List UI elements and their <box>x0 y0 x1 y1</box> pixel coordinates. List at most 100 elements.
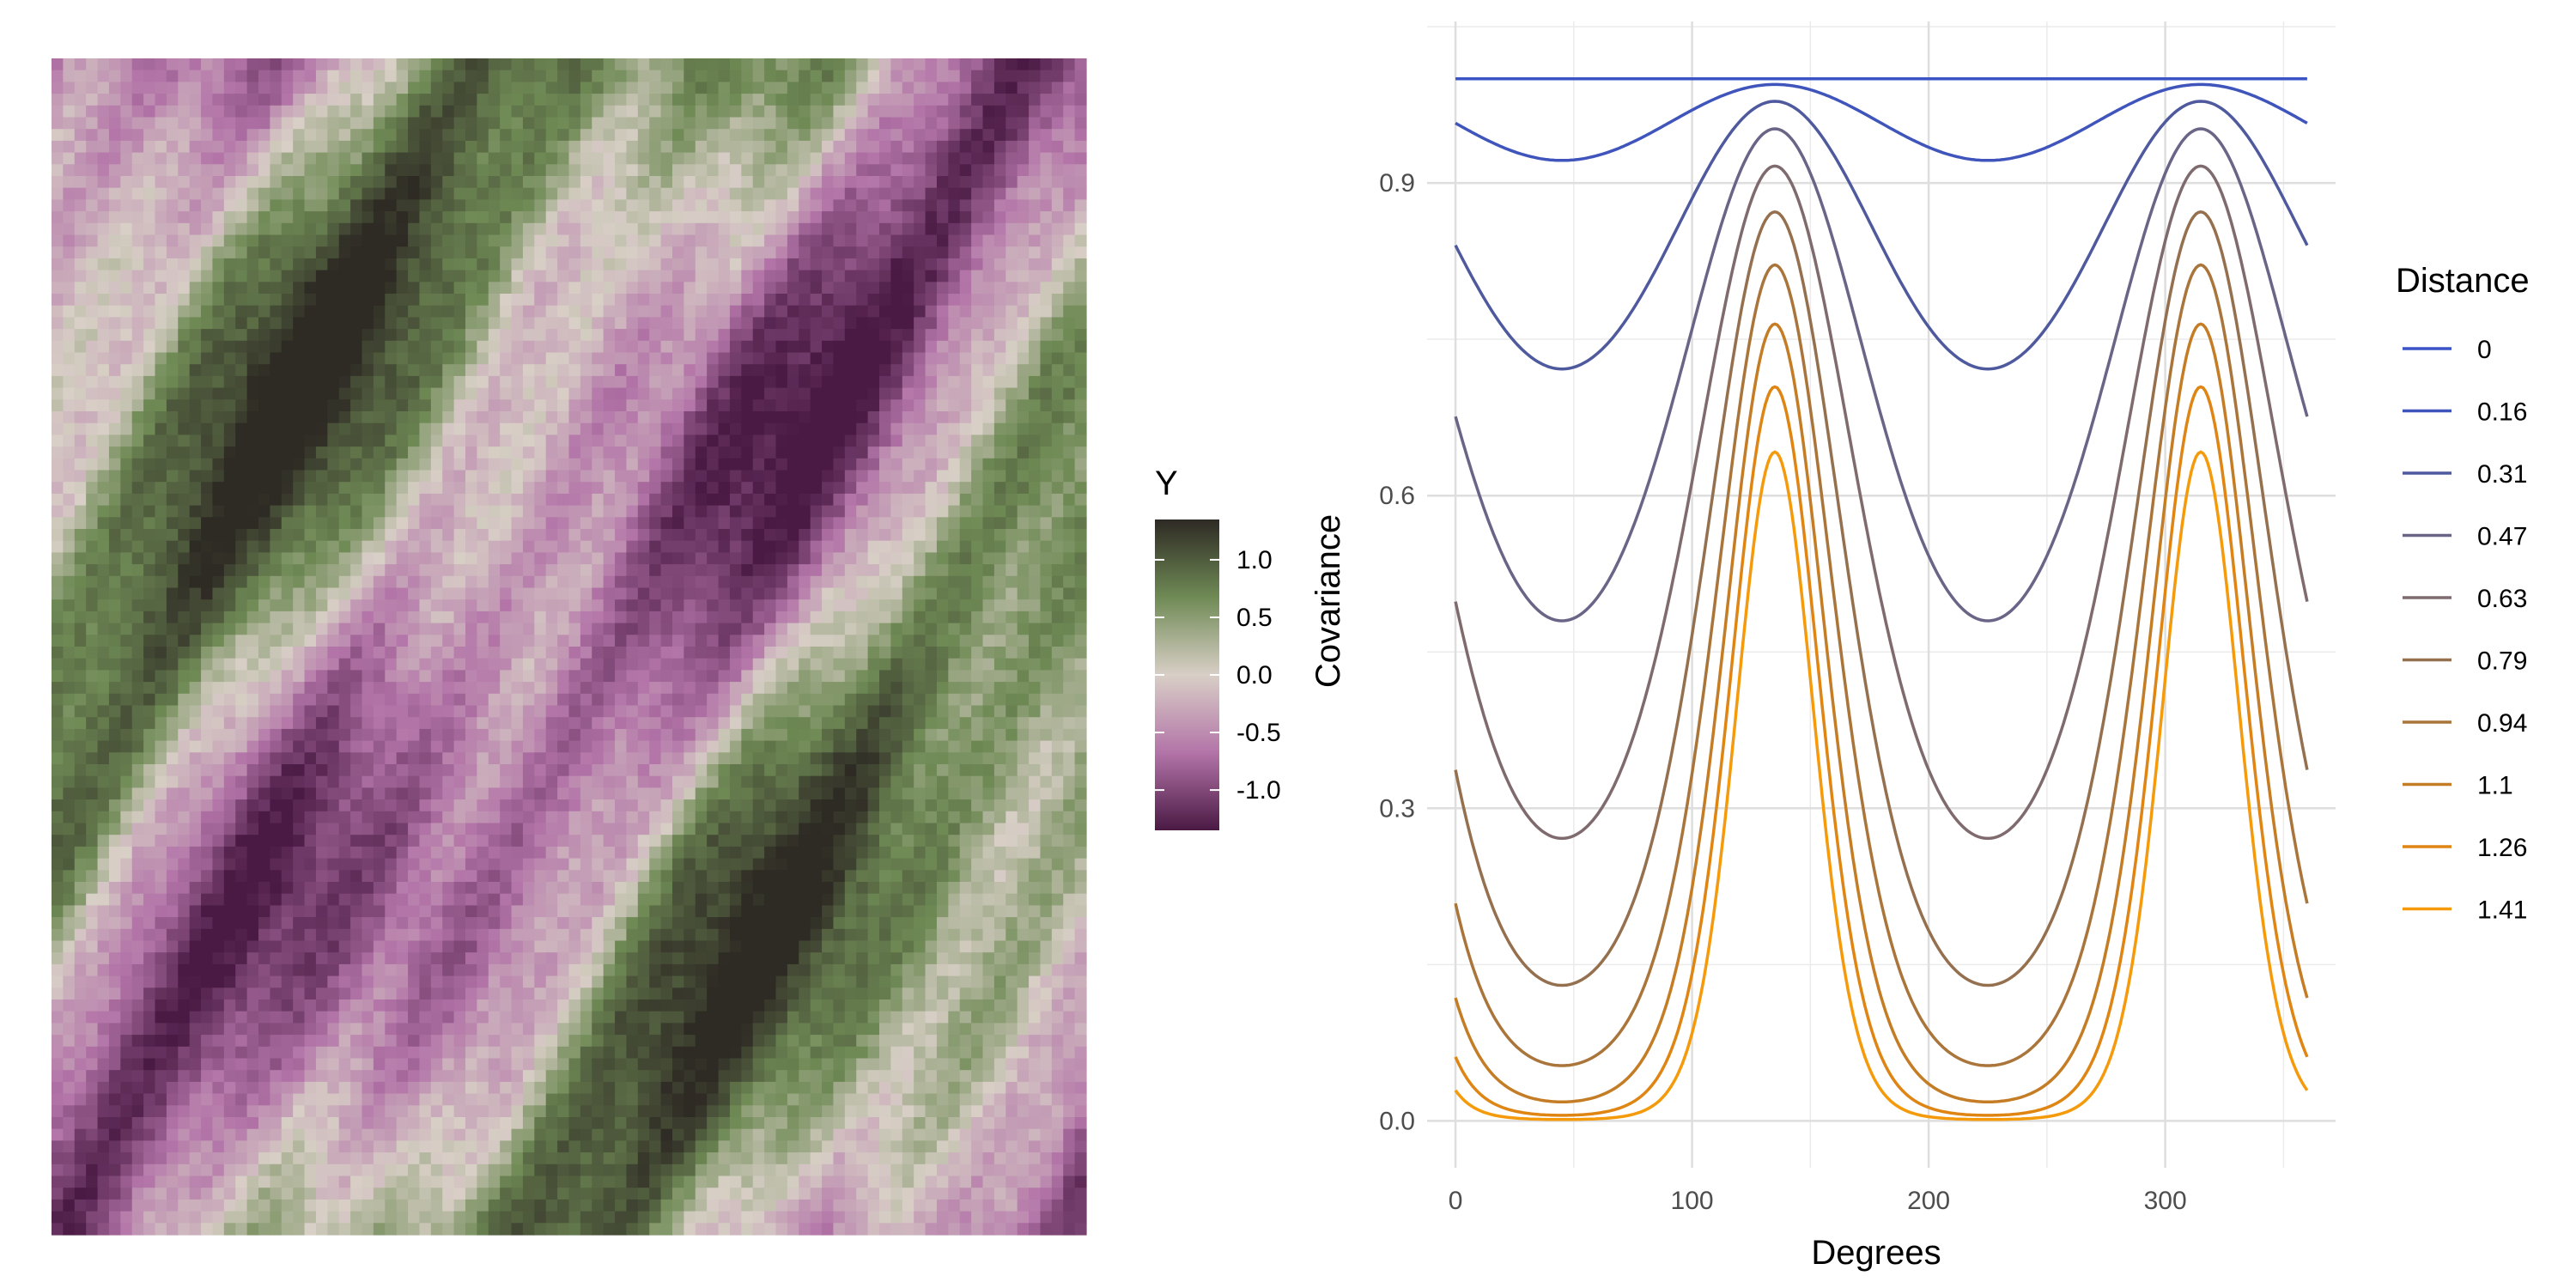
heatmap-cell <box>660 364 673 377</box>
heatmap-cell <box>500 82 513 94</box>
heatmap-cell <box>534 434 547 447</box>
heatmap-cell <box>189 246 202 259</box>
heatmap-cell <box>453 176 466 189</box>
heatmap-cell <box>201 422 214 435</box>
heatmap-cell <box>707 611 720 624</box>
heatmap-cell <box>787 470 799 483</box>
heatmap-cell <box>1017 222 1030 236</box>
heatmap-cell <box>270 129 283 142</box>
heatmap-cell <box>1040 105 1053 118</box>
heatmap-cell <box>914 246 927 259</box>
heatmap-cell <box>385 129 398 142</box>
heatmap-cell <box>534 647 547 659</box>
heatmap-cell <box>178 705 191 718</box>
heatmap-cell <box>212 658 225 671</box>
heatmap-cell <box>925 246 938 259</box>
heatmap-cell <box>166 258 179 271</box>
heatmap-cell <box>522 105 535 118</box>
heatmap-cell <box>959 470 972 483</box>
heatmap-cell <box>683 529 696 542</box>
heatmap-cell <box>1005 317 1018 330</box>
heatmap-cell <box>948 682 961 695</box>
heatmap-cell <box>304 105 317 118</box>
heatmap-cell <box>879 587 891 600</box>
heatmap-cell <box>304 623 317 635</box>
heatmap-cell <box>1017 670 1030 683</box>
heatmap-cell <box>660 246 673 259</box>
heatmap-cell <box>1051 434 1064 447</box>
heatmap-cell <box>568 329 581 342</box>
heatmap-cell <box>52 176 64 189</box>
heatmap-cell <box>419 258 432 271</box>
heatmap-cell <box>1029 587 1042 600</box>
heatmap-cell <box>1005 599 1018 612</box>
heatmap-cell <box>890 82 903 94</box>
heatmap-cell <box>752 458 765 471</box>
heatmap-cell <box>729 176 742 189</box>
heatmap-cell <box>890 670 903 683</box>
heatmap-cell <box>86 340 99 354</box>
heatmap-cell <box>235 635 248 647</box>
heatmap-cell <box>626 187 639 200</box>
heatmap-cell <box>982 329 995 342</box>
heatmap-cell <box>729 364 742 377</box>
heatmap-cell <box>511 246 524 259</box>
heatmap-cell <box>936 364 949 377</box>
heatmap-cell <box>212 482 225 495</box>
heatmap-cell <box>212 187 225 200</box>
heatmap-cell <box>545 387 558 400</box>
heatmap-cell <box>902 70 914 82</box>
heatmap-cell <box>890 529 903 542</box>
heatmap-cell <box>557 82 570 94</box>
heatmap-cell <box>971 599 984 612</box>
heatmap-cell <box>844 375 857 389</box>
heatmap-cell <box>155 647 167 659</box>
heatmap-cell <box>971 187 984 200</box>
heatmap-cell <box>315 599 328 612</box>
heatmap-cell <box>396 540 409 553</box>
heatmap-cell <box>361 129 374 142</box>
heatmap-cell <box>373 482 386 495</box>
heatmap-cell <box>385 458 398 471</box>
heatmap-cell <box>799 364 811 377</box>
heatmap-cell <box>959 258 972 271</box>
heatmap-cell <box>385 234 398 247</box>
heatmap-cell <box>615 176 628 189</box>
heatmap-cell <box>270 693 283 707</box>
heatmap-cell <box>902 222 914 236</box>
heatmap-cell <box>660 294 673 307</box>
heatmap-cell <box>212 693 225 707</box>
heatmap-cell <box>477 399 489 412</box>
heatmap-cell <box>235 470 248 483</box>
heatmap-cell <box>764 529 777 542</box>
heatmap-cell <box>178 82 191 94</box>
heatmap-cell <box>592 670 605 683</box>
heatmap-cell <box>465 246 477 259</box>
heatmap-cell <box>1051 129 1064 142</box>
heatmap-cell <box>465 329 477 342</box>
heatmap-cell <box>568 529 581 542</box>
heatmap-cell <box>764 82 777 94</box>
heatmap-cell <box>143 635 156 647</box>
heatmap-cell <box>925 411 938 424</box>
heatmap-cell <box>545 647 558 659</box>
heatmap-cell <box>131 270 144 283</box>
heatmap-cell <box>1029 375 1042 389</box>
heatmap-cell <box>718 599 731 612</box>
heatmap-cell <box>982 505 995 518</box>
heatmap-cell <box>993 422 1006 435</box>
heatmap-cell <box>752 305 765 318</box>
heatmap-cell <box>120 258 133 271</box>
heatmap-cell <box>212 635 225 647</box>
heatmap-cell <box>637 234 650 247</box>
heatmap-cell <box>603 552 616 565</box>
heatmap-cell <box>822 482 835 495</box>
heatmap-cell <box>235 434 248 447</box>
heatmap-cell <box>833 176 846 189</box>
heatmap-cell <box>385 623 398 635</box>
heatmap-cell <box>430 658 443 671</box>
heatmap-cell <box>189 575 202 589</box>
heatmap-cell <box>833 305 846 318</box>
heatmap-cell <box>959 129 972 142</box>
heatmap-cell <box>178 587 191 600</box>
